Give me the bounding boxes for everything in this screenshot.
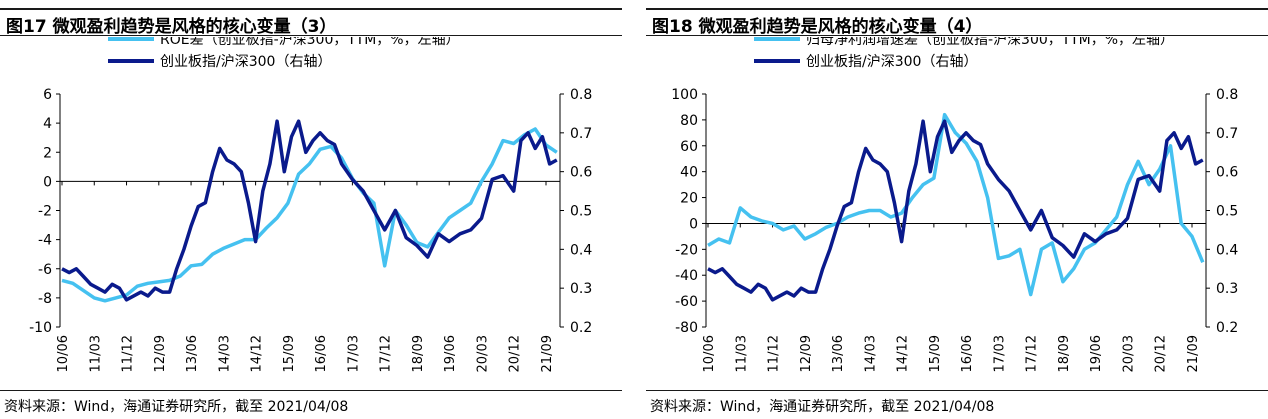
series-line-ratio: [707, 119, 1204, 302]
left-axis-tick-label: 2: [43, 145, 52, 161]
left-axis-tick-label: -6: [38, 262, 52, 278]
left-axis-tick-label: -8: [38, 291, 52, 307]
chart-title-bar: 图17 微观盈利趋势是风格的核心变量（3）: [0, 8, 622, 37]
x-axis-tick-label: 21/09: [540, 335, 555, 372]
left-axis-tick-label: -60: [675, 294, 698, 310]
x-axis-tick-label: 15/09: [928, 335, 943, 372]
x-axis-tick-label: 19/06: [443, 335, 458, 372]
left-axis-tick-label: 0: [43, 174, 52, 190]
left-axis-tick-label: 0: [689, 216, 698, 232]
x-axis-tick-label: 14/12: [896, 335, 911, 372]
x-axis-tick-label: 16/06: [314, 335, 329, 372]
left-axis-tick-label: 40: [680, 165, 698, 181]
x-axis-tick-label: 21/09: [1186, 335, 1201, 372]
x-axis-tick-label: 14/12: [250, 335, 265, 372]
legend-label: ROE差（创业板指-沪深300，TTM，%，左轴）: [160, 37, 460, 48]
source-bar: 资料来源：Wind，海通证券研究所，截至 2021/04/08: [646, 390, 1268, 419]
right-axis-tick-label: 0.8: [570, 87, 592, 103]
chart-panel-right: 图18 微观盈利趋势是风格的核心变量（4） 100 80 60 40 20 0 -20 -40…: [646, 0, 1268, 419]
x-axis-tick-label: 20/03: [475, 335, 490, 372]
right-axis-tick-label: 0.8: [1216, 87, 1238, 103]
x-axis-tick-label: 11/03: [88, 335, 103, 372]
x-axis-tick-label: 20/12: [508, 335, 523, 372]
series-line-spread: [707, 112, 1205, 297]
right-axis-tick-label: 0.5: [1216, 204, 1238, 220]
right-axis-tick-label: 0.4: [1216, 242, 1238, 258]
left-axis-tick-label: 60: [680, 139, 698, 155]
chart-title: 图18 微观盈利趋势是风格的核心变量（4）: [652, 17, 983, 37]
x-axis-tick-label: 18/09: [411, 335, 426, 372]
x-axis-tick-label: 18/09: [1057, 335, 1072, 372]
x-axis-tick-label: 15/09: [282, 335, 297, 372]
x-axis-tick-label: 10/06: [56, 335, 71, 372]
source-note: 资料来源：Wind，海通证券研究所，截至 2021/04/08: [650, 399, 995, 415]
left-axis-tick-label: 80: [680, 113, 698, 129]
series-line-ratio: [61, 119, 558, 302]
x-axis-tick-label: 16/06: [960, 335, 975, 372]
source-bar: 资料来源：Wind，海通证券研究所，截至 2021/04/08: [0, 390, 622, 419]
left-axis-tick-label: -4: [38, 233, 52, 249]
line-chart: 100 80 60 40 20 0 -20 -40 -60 -80 0.8 0.7 0.6 0.5 0.4 0…: [671, 37, 1238, 372]
left-axis-tick-label: -2: [38, 204, 52, 220]
right-axis-tick-label: 0.7: [1216, 126, 1238, 142]
x-axis-tick-label: 17/12: [1025, 335, 1040, 372]
line-chart: 6 4 2 0 -2 -4 -6 -8 -10 0.8 0.7 0.6 0.5 0.4 0.3 0.2 10/0…: [29, 37, 592, 372]
x-axis-tick-label: 19/06: [1089, 335, 1104, 372]
left-axis-tick-label: 6: [43, 87, 52, 103]
x-axis-tick-label: 11/12: [767, 335, 782, 372]
x-axis-tick-label: 11/12: [121, 335, 136, 372]
left-axis-tick-label: -80: [675, 320, 698, 336]
left-axis-tick-label: -20: [675, 242, 698, 258]
x-axis-tick-label: 11/03: [734, 335, 749, 372]
x-axis-tick-label: 10/06: [702, 335, 717, 372]
x-axis-tick-label: 14/03: [217, 335, 232, 372]
x-axis-tick-label: 20/12: [1154, 335, 1169, 372]
x-axis-tick-label: 20/03: [1121, 335, 1136, 372]
left-axis-tick-label: 4: [43, 116, 52, 132]
right-axis-tick-label: 0.5: [570, 204, 592, 220]
x-axis-tick-label: 17/03: [346, 335, 361, 372]
x-axis-tick-label: 12/09: [153, 335, 168, 372]
left-axis-tick-label: -40: [675, 268, 698, 284]
source-note: 资料来源：Wind，海通证券研究所，截至 2021/04/08: [4, 399, 349, 415]
x-axis-tick-label: 12/09: [799, 335, 814, 372]
right-axis-tick-label: 0.6: [1216, 165, 1238, 181]
x-axis-tick-label: 17/12: [379, 335, 394, 372]
legend-label: 创业板指/沪深300（右轴）: [160, 54, 331, 70]
x-axis-tick-label: 13/06: [831, 335, 846, 372]
right-axis-tick-label: 0.4: [570, 242, 592, 258]
series-line-spread: [61, 127, 558, 303]
right-axis-tick-label: 0.6: [570, 165, 592, 181]
chart-panel-left: 图17 微观盈利趋势是风格的核心变量（3） 6 4 2 0 -2 -4 -6 -8 -10 0.8…: [0, 0, 622, 419]
x-axis-tick-label: 13/06: [185, 335, 200, 372]
left-axis-tick-label: -10: [29, 320, 52, 336]
right-axis-tick-label: 0.3: [570, 281, 592, 297]
right-axis-tick-label: 0.2: [570, 320, 592, 336]
legend-label: 归母净利润增速差（创业板指-沪深300，TTM，%，左轴）: [806, 37, 1174, 48]
left-axis-tick-label: 100: [671, 87, 698, 103]
left-axis-tick-label: 20: [680, 191, 698, 207]
x-axis-tick-label: 14/03: [863, 335, 878, 372]
chart-title-bar: 图18 微观盈利趋势是风格的核心变量（4）: [646, 8, 1268, 37]
right-axis-tick-label: 0.2: [1216, 320, 1238, 336]
chart-title: 图17 微观盈利趋势是风格的核心变量（3）: [6, 17, 337, 37]
right-axis-tick-label: 0.3: [1216, 281, 1238, 297]
right-axis-tick-label: 0.7: [570, 126, 592, 142]
x-axis-tick-label: 17/03: [992, 335, 1007, 372]
legend-label: 创业板指/沪深300（右轴）: [806, 54, 977, 70]
